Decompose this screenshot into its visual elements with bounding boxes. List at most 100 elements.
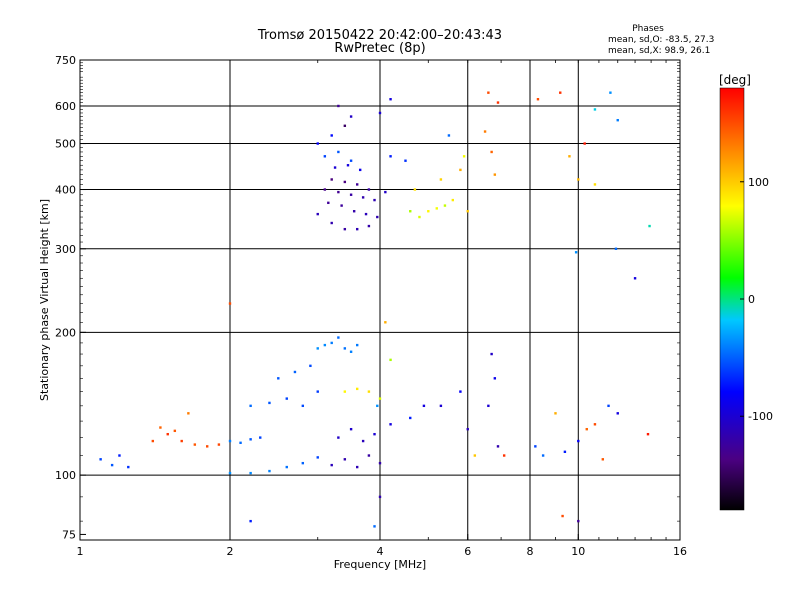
- data-point: [355, 343, 359, 347]
- y-axis-label: Stationary phase Virtual Height [km]: [38, 199, 51, 401]
- data-point: [277, 377, 280, 380]
- data-point: [439, 404, 443, 408]
- data-point: [409, 210, 412, 213]
- data-point: [249, 438, 252, 441]
- x-tick-label: 16: [673, 545, 687, 558]
- data-point: [536, 98, 540, 101]
- data-point: [614, 247, 618, 250]
- data-point: [268, 469, 271, 473]
- y-tick-label: 200: [55, 326, 76, 339]
- data-point: [413, 188, 417, 191]
- data-point: [367, 188, 371, 191]
- data-point: [323, 155, 327, 158]
- data-point: [483, 130, 487, 133]
- data-point: [301, 404, 305, 408]
- data-point: [330, 178, 333, 181]
- data-point: [316, 347, 319, 350]
- data-point: [373, 198, 376, 202]
- data-point: [593, 183, 597, 186]
- data-point: [346, 164, 350, 167]
- data-point: [193, 443, 197, 446]
- data-point: [327, 201, 330, 205]
- colorbar-label: [deg]: [719, 73, 751, 87]
- data-point: [228, 302, 232, 305]
- data-point: [609, 91, 612, 94]
- data-point: [563, 450, 567, 454]
- data-point: [554, 412, 557, 415]
- chart-title: Tromsø 20150422 20:42:00–20:43:43: [257, 28, 502, 43]
- data-point: [205, 445, 209, 448]
- y-tick-label: 300: [55, 243, 76, 256]
- data-point: [330, 341, 333, 345]
- data-point: [361, 439, 365, 443]
- data-point: [496, 445, 500, 448]
- data-point: [593, 108, 597, 111]
- data-point: [378, 111, 382, 115]
- chart-subtitle: RwPretec (8p): [334, 41, 425, 56]
- y-tick-label: 75: [62, 528, 76, 541]
- data-point: [316, 212, 319, 216]
- data-point: [389, 358, 392, 362]
- data-point: [337, 436, 340, 439]
- data-point: [239, 441, 242, 445]
- stats-line-o: mean, sd,O: -83.5, 27.3: [608, 35, 714, 45]
- data-point: [439, 178, 443, 181]
- data-point: [228, 439, 232, 443]
- data-point: [422, 404, 426, 408]
- data-point: [268, 401, 271, 405]
- data-point: [376, 404, 379, 408]
- data-point: [585, 427, 588, 431]
- x-tick-label: 8: [527, 545, 534, 558]
- data-point: [389, 155, 392, 158]
- data-point: [487, 404, 490, 408]
- data-point: [285, 397, 288, 400]
- data-point: [330, 221, 333, 225]
- data-point: [228, 471, 232, 475]
- data-point: [316, 142, 319, 145]
- y-tick-label: 500: [55, 138, 76, 151]
- grid-lines: [80, 60, 680, 540]
- data-point: [151, 439, 155, 443]
- data-point: [349, 427, 353, 431]
- data-point: [173, 429, 177, 433]
- data-point: [99, 458, 102, 461]
- data-point: [166, 432, 169, 436]
- data-point: [451, 198, 455, 202]
- data-point: [364, 212, 368, 216]
- data-point: [367, 454, 371, 457]
- data-point: [435, 207, 438, 210]
- data-point: [473, 454, 477, 457]
- data-point: [330, 463, 333, 467]
- data-point: [443, 204, 447, 207]
- data-point: [367, 224, 371, 228]
- data-point: [349, 159, 353, 162]
- data-point: [447, 134, 451, 137]
- colorbar-tick-label: -100: [748, 410, 773, 423]
- data-point: [337, 104, 340, 108]
- x-tick-label: 4: [377, 545, 384, 558]
- y-tick-label: 400: [55, 184, 76, 197]
- data-point: [493, 377, 497, 380]
- data-point: [259, 436, 262, 439]
- data-point: [316, 456, 319, 459]
- data-point: [389, 423, 392, 426]
- data-point: [384, 190, 387, 194]
- data-point: [333, 166, 337, 169]
- data-point: [343, 390, 347, 393]
- y-tick-label: 600: [55, 100, 76, 113]
- data-point: [352, 210, 356, 213]
- x-tick-label: 2: [227, 545, 234, 558]
- data-point: [127, 465, 130, 469]
- y-tick-label: 750: [55, 54, 76, 67]
- data-point: [249, 471, 252, 475]
- data-point: [490, 352, 493, 356]
- data-point: [349, 115, 353, 118]
- data-point: [249, 404, 252, 408]
- data-point: [616, 118, 619, 122]
- data-point: [568, 155, 571, 158]
- data-point: [180, 439, 183, 443]
- colorbar-ticks: 100 0 -100: [740, 176, 773, 423]
- scatter-points: [99, 91, 651, 528]
- data-point: [355, 227, 359, 231]
